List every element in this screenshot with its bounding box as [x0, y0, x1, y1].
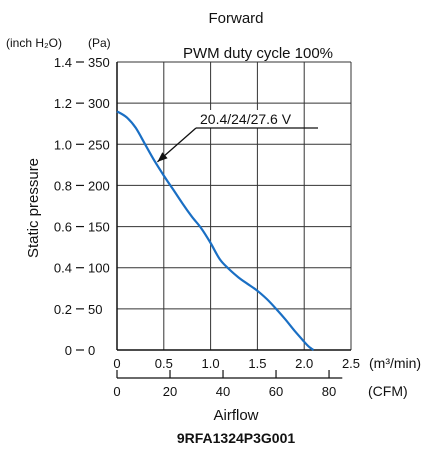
x-tick-label-cfm: 80 — [322, 384, 336, 399]
x-ticks: 0 0.5 1.0 1.5 2.0 2.5 0 20 40 60 80 — [113, 356, 360, 399]
axes — [116, 62, 351, 351]
x-tick-label-cfm: 40 — [216, 384, 230, 399]
x-unit-secondary: (CFM) — [368, 383, 408, 399]
y-tick-label-pa: 0 — [88, 343, 95, 358]
annotation-label: 20.4/24/27.6 V — [200, 111, 292, 127]
series-line — [116, 110, 315, 351]
y-tick-label-pa: 100 — [88, 261, 110, 276]
x-tick-label-m3: 0.5 — [155, 356, 173, 371]
y-unit-secondary: (inch H₂O) — [6, 36, 62, 50]
y-tick-label-inch: 0.2 — [54, 302, 72, 317]
y-tick-label-inch: 0.8 — [54, 178, 72, 193]
x-tick-label-m3: 1.0 — [202, 356, 220, 371]
chart-title: Forward — [208, 10, 263, 27]
grid — [117, 61, 352, 350]
y-tick-label-inch: 0.4 — [54, 261, 72, 276]
x-tick-label-m3: 2.0 — [295, 356, 313, 371]
y-tick-label-inch: 1.0 — [54, 137, 72, 152]
x-tick-label-m3: 1.5 — [248, 356, 266, 371]
y-tick-label-inch: 1.4 — [54, 55, 72, 70]
y-axis-label: Static pressure — [25, 158, 42, 258]
x-axis-label: Airflow — [213, 407, 258, 424]
y-tick-label-pa: 150 — [88, 220, 110, 235]
y-tick-label-inch: 1.2 — [54, 96, 72, 111]
y-tick-label-pa: 50 — [88, 302, 102, 317]
series-annotation: 20.4/24/27.6 V — [157, 110, 318, 163]
y-tick-label-pa: 250 — [88, 137, 110, 152]
x-tick-label-cfm: 60 — [269, 384, 283, 399]
x-tick-label-cfm: 20 — [163, 384, 177, 399]
y-tick-label-inch: 0 — [65, 343, 72, 358]
y-unit-primary: (Pa) — [88, 36, 111, 50]
y-tick-label-pa: 200 — [88, 178, 110, 193]
x-unit-primary: (m³/min) — [369, 355, 421, 371]
y-tick-label-pa: 350 — [88, 55, 110, 70]
y-tick-label-pa: 300 — [88, 96, 110, 111]
x-tick-label-cfm: 0 — [113, 384, 120, 399]
annotation-arrowhead — [157, 152, 168, 162]
chart-subtitle: PWM duty cycle 100% — [183, 45, 333, 62]
x-tick-label-m3: 0 — [113, 356, 120, 371]
y-tick-label-inch: 0.6 — [54, 220, 72, 235]
x-tick-label-m3: 2.5 — [342, 356, 360, 371]
model-name: 9RFA1324P3G001 — [177, 430, 296, 446]
y-ticks: 0 0 50 0.2 100 0.4 150 0.6 200 0.8 250 1.0 300 1.2 350… — [54, 55, 110, 358]
